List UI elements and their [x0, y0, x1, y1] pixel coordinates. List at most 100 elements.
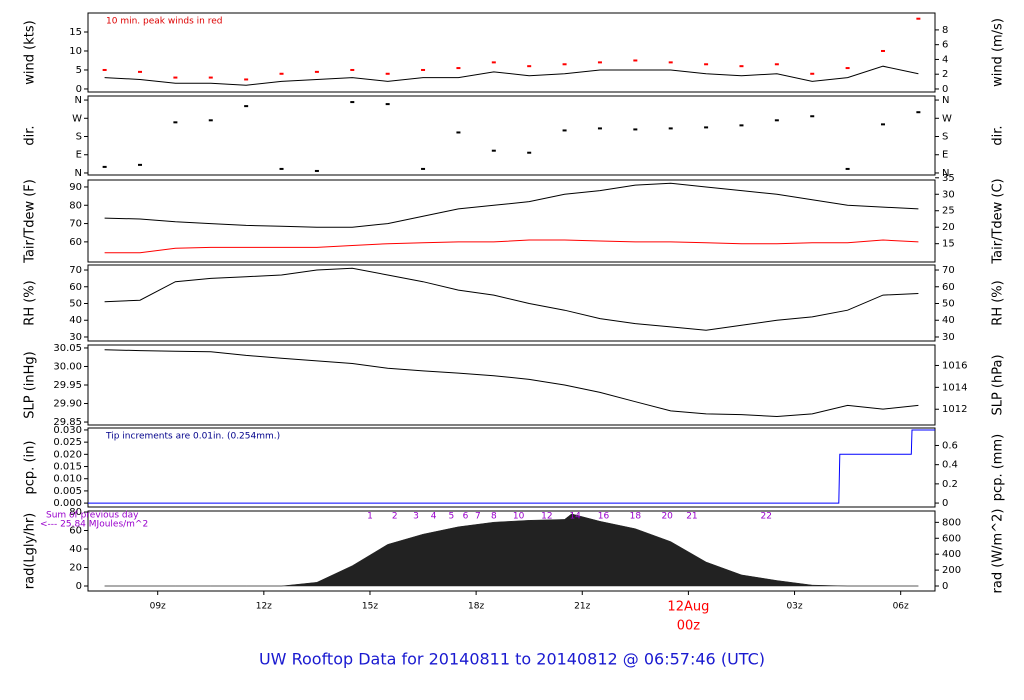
point [244, 105, 249, 108]
y-tick-label: 0.015 [53, 462, 82, 473]
point [527, 65, 532, 68]
point [208, 119, 213, 122]
y-tick-label: 0.010 [53, 474, 82, 485]
y2-tick-label: 0 [942, 498, 948, 509]
point [350, 101, 355, 104]
y2-tick-label: 60 [942, 282, 955, 293]
y2-axis-label: SLP (hPa) [991, 354, 1006, 415]
y-tick-label: N [75, 168, 82, 179]
point [279, 72, 284, 75]
y2-tick-label: 6 [942, 40, 948, 51]
y2-tick-label: 40 [942, 315, 955, 326]
y-tick-label: 70 [69, 265, 82, 276]
point [456, 131, 461, 134]
point [880, 49, 885, 52]
y-tick-label: 0.025 [53, 437, 82, 448]
series-line [88, 429, 935, 504]
y2-tick-label: 8 [942, 25, 948, 36]
point [597, 127, 602, 130]
point [739, 124, 744, 127]
y-axis-label: SLP (inHg) [23, 351, 38, 419]
date-label: 12Aug [667, 600, 709, 615]
hour-label: 10 [513, 512, 525, 522]
x-tick-label: 09z [150, 602, 166, 612]
series-line [104, 65, 919, 86]
y2-tick-label: 600 [942, 533, 961, 544]
y2-tick-label: 30 [942, 332, 955, 343]
series-line [104, 239, 919, 254]
y-tick-label: 30 [69, 332, 82, 343]
y2-tick-label: 30 [942, 189, 955, 200]
point [385, 103, 390, 106]
date-sublabel: 00z [677, 619, 701, 634]
panel-frame [87, 12, 936, 93]
point [633, 128, 638, 131]
y-tick-label: 29.90 [53, 399, 82, 410]
y-tick-label: 90 [69, 182, 82, 193]
panel-frame [87, 264, 936, 342]
y2-axis-label: wind (m/s) [991, 18, 1006, 87]
point [491, 61, 496, 64]
point [668, 61, 673, 64]
y2-axis-label: dir. [991, 125, 1006, 145]
y-tick-label: 0.020 [53, 449, 82, 460]
point [421, 68, 426, 71]
point [385, 72, 390, 75]
y-tick-label: 60 [69, 237, 82, 248]
y-tick-label: 29.95 [53, 380, 82, 391]
hour-label: 7 [475, 512, 481, 522]
hour-label: 4 [431, 512, 437, 522]
point [491, 149, 496, 152]
annotation: Sum of previous day [46, 511, 139, 521]
y-axis-label: RH (%) [23, 280, 38, 325]
y2-tick-label: N [942, 168, 949, 179]
y2-tick-label: 800 [942, 517, 961, 528]
point [244, 78, 249, 81]
y-tick-label: 60 [69, 526, 82, 537]
y2-tick-label: 70 [942, 265, 955, 276]
y2-axis-label: Tair/Tdew (C) [991, 178, 1006, 264]
point [704, 63, 709, 66]
hour-label: 12 [541, 512, 552, 522]
y-tick-label: 50 [69, 299, 82, 310]
y-tick-label: W [72, 113, 82, 124]
point [173, 121, 178, 124]
hour-label: 18 [630, 512, 642, 522]
y2-tick-label: 2 [942, 69, 948, 80]
y2-tick-label: E [942, 150, 948, 161]
series-line [104, 349, 919, 418]
hour-label: 1 [367, 512, 373, 522]
point [456, 67, 461, 70]
y-axis-label: Tair/Tdew (F) [23, 179, 38, 264]
point [668, 127, 673, 130]
y2-tick-label: W [942, 113, 952, 124]
y-tick-label: 0 [76, 84, 82, 95]
y2-tick-label: 0.6 [942, 440, 958, 451]
point [527, 151, 532, 154]
hour-label: 3 [413, 512, 419, 522]
y2-tick-label: S [942, 132, 948, 143]
hour-label: 8 [491, 512, 497, 522]
y-tick-label: 30.05 [53, 343, 82, 354]
x-tick-label: 15z [362, 602, 378, 612]
y-axis-label: rad(Lgly/hr) [23, 513, 38, 589]
y-axis-label: wind (kts) [23, 20, 38, 84]
y2-tick-label: 20 [942, 222, 955, 233]
y-tick-label: N [75, 95, 82, 106]
point [845, 67, 850, 70]
y2-tick-label: 25 [942, 206, 955, 217]
point [774, 63, 779, 66]
y2-tick-label: 200 [942, 565, 961, 576]
point [633, 59, 638, 62]
y2-tick-label: 15 [942, 239, 955, 250]
point [704, 126, 709, 129]
y-axis-label: pcp. (in) [23, 441, 38, 495]
point [774, 119, 779, 122]
y-tick-label: 0.030 [53, 425, 82, 436]
point [810, 115, 815, 118]
point [421, 167, 426, 170]
hour-label: 16 [598, 512, 610, 522]
y-axis-label: dir. [23, 125, 38, 145]
hour-label: 5 [448, 512, 454, 522]
